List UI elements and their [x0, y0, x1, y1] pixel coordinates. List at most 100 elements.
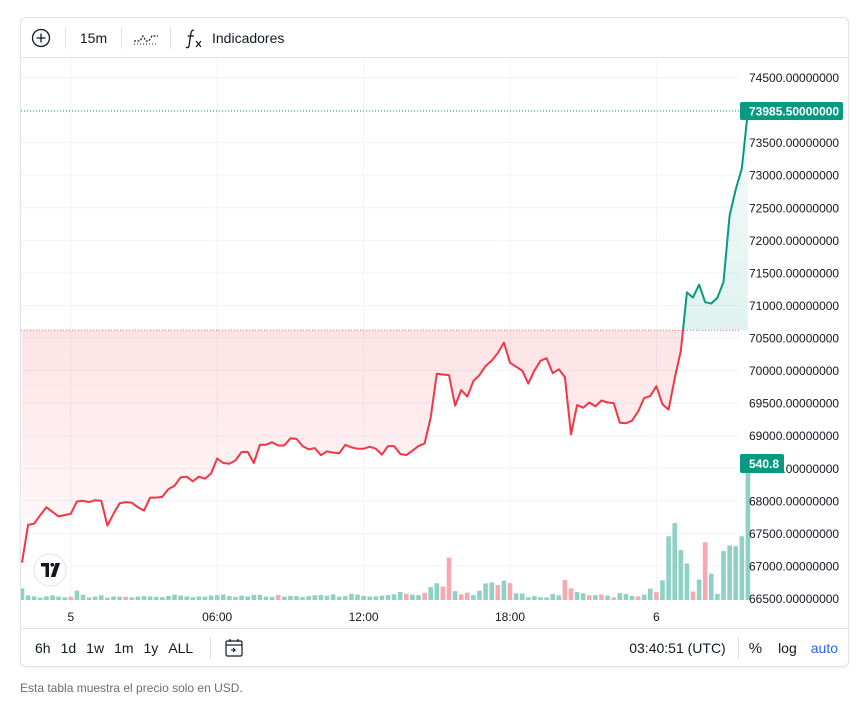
volume-bar[interactable]: [336, 596, 342, 600]
volume-bar[interactable]: [178, 595, 183, 600]
range-button-1d[interactable]: 1d: [60, 640, 77, 656]
volume-bar[interactable]: [275, 595, 281, 600]
volume-bar[interactable]: [391, 594, 397, 600]
volume-bar[interactable]: [349, 593, 354, 600]
volume-bar[interactable]: [324, 595, 330, 600]
volume-bar[interactable]: [166, 595, 171, 600]
volume-bar[interactable]: [623, 594, 629, 600]
volume-bar[interactable]: [233, 596, 238, 600]
volume-bar[interactable]: [129, 597, 135, 600]
volume-bar[interactable]: [696, 579, 702, 600]
volume-bar[interactable]: [135, 596, 141, 600]
volume-bar[interactable]: [422, 592, 427, 600]
volume-bar[interactable]: [190, 597, 196, 600]
chart-type-button[interactable]: [122, 18, 170, 57]
volume-bar[interactable]: [74, 590, 80, 600]
volume-bar[interactable]: [483, 583, 488, 600]
volume-bar[interactable]: [660, 580, 665, 600]
volume-bar[interactable]: [556, 595, 562, 600]
volume-bar[interactable]: [50, 595, 55, 600]
volume-bar[interactable]: [288, 595, 293, 600]
volume-bar[interactable]: [227, 596, 232, 600]
volume-bar[interactable]: [31, 596, 37, 600]
volume-bar[interactable]: [428, 587, 433, 600]
volume-bar[interactable]: [397, 592, 403, 600]
volume-bar[interactable]: [538, 597, 543, 600]
volume-bar[interactable]: [68, 596, 74, 600]
range-button-1m[interactable]: 1m: [114, 640, 134, 656]
indicators-button[interactable]: Indicadores: [171, 18, 284, 57]
volume-bar[interactable]: [92, 596, 98, 600]
volume-bar[interactable]: [471, 595, 476, 600]
volume-bar[interactable]: [141, 596, 147, 600]
volume-bar[interactable]: [489, 582, 494, 600]
volume-bar[interactable]: [526, 597, 531, 600]
volume-bar[interactable]: [269, 596, 275, 600]
volume-bar[interactable]: [86, 597, 92, 600]
volume-bar[interactable]: [599, 594, 604, 600]
volume-bar[interactable]: [251, 594, 257, 600]
add-symbol-button[interactable]: [21, 18, 61, 57]
volume-bar[interactable]: [593, 595, 598, 600]
plot-area[interactable]: 74500.0000000074000.0000000073500.000000…: [21, 58, 848, 628]
volume-bar[interactable]: [477, 590, 482, 600]
volume-bar[interactable]: [202, 596, 208, 600]
volume-bar[interactable]: [513, 593, 519, 600]
volume-bar[interactable]: [648, 588, 653, 600]
price-line-down[interactable]: [21, 330, 684, 563]
volume-bar[interactable]: [385, 595, 391, 600]
volume-bar[interactable]: [550, 594, 555, 600]
volume-bar[interactable]: [105, 597, 110, 600]
volume-bar[interactable]: [641, 594, 647, 600]
volume-bar[interactable]: [214, 595, 220, 600]
volume-bar[interactable]: [678, 550, 684, 600]
volume-bar[interactable]: [605, 595, 610, 600]
volume-bar[interactable]: [208, 595, 214, 600]
volume-bar[interactable]: [300, 596, 305, 600]
volume-bar[interactable]: [440, 586, 446, 601]
volume-bar[interactable]: [62, 597, 67, 600]
volume-bar[interactable]: [684, 563, 690, 601]
volume-bar[interactable]: [239, 595, 244, 600]
volume-bar[interactable]: [44, 596, 49, 600]
volume-bar[interactable]: [519, 593, 525, 601]
volume-bar[interactable]: [263, 596, 269, 600]
volume-bar[interactable]: [587, 595, 592, 600]
volume-bar[interactable]: [80, 594, 86, 600]
volume-bar[interactable]: [373, 596, 379, 600]
volume-bar[interactable]: [282, 596, 287, 600]
range-button-1y[interactable]: 1y: [143, 640, 159, 656]
volume-bar[interactable]: [306, 596, 311, 600]
volume-bar[interactable]: [111, 596, 116, 600]
volume-bar[interactable]: [330, 594, 336, 600]
volume-bar[interactable]: [629, 595, 635, 600]
volume-bar[interactable]: [153, 596, 159, 600]
volume-bar[interactable]: [611, 597, 616, 600]
volume-bar[interactable]: [117, 596, 122, 600]
volume-bar[interactable]: [739, 536, 745, 600]
volume-bar[interactable]: [709, 573, 714, 600]
volume-bar[interactable]: [690, 591, 696, 601]
volume-bar[interactable]: [654, 592, 659, 600]
volume-bar[interactable]: [666, 536, 671, 600]
volume-bar[interactable]: [672, 523, 677, 600]
price-line-up[interactable]: [682, 110, 749, 331]
interval-button[interactable]: 15m: [66, 18, 121, 57]
volume-bar[interactable]: [495, 585, 501, 600]
volume-bar[interactable]: [458, 594, 464, 600]
volume-bar[interactable]: [221, 594, 226, 600]
volume-bar[interactable]: [184, 596, 189, 600]
utc-time[interactable]: 03:40:51 (UTC): [629, 640, 726, 656]
volume-bar[interactable]: [580, 593, 586, 600]
price-chart[interactable]: 74500.0000000074000.0000000073500.000000…: [21, 58, 848, 628]
volume-bar[interactable]: [702, 542, 708, 600]
auto-toggle[interactable]: auto: [810, 640, 838, 656]
range-button-all[interactable]: ALL: [168, 640, 194, 656]
volume-bar[interactable]: [501, 580, 507, 600]
volume-bar[interactable]: [172, 594, 177, 600]
range-button-6h[interactable]: 6h: [35, 640, 51, 656]
log-toggle[interactable]: log: [778, 640, 797, 656]
volume-bar[interactable]: [721, 551, 726, 600]
volume-bar[interactable]: [245, 596, 250, 600]
volume-bar[interactable]: [404, 593, 409, 600]
